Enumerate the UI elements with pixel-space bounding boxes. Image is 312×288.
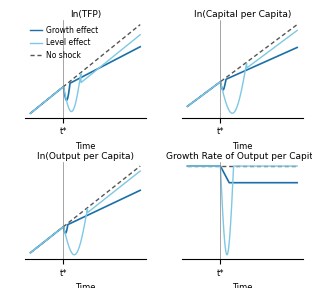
Legend: Growth effect, Level effect, No shock: Growth effect, Level effect, No shock — [29, 24, 99, 62]
X-axis label: Time: Time — [232, 283, 252, 288]
X-axis label: Time: Time — [75, 142, 95, 151]
X-axis label: Time: Time — [232, 142, 252, 151]
Title: ln(Capital per Capita): ln(Capital per Capita) — [193, 10, 291, 19]
Title: ln(TFP): ln(TFP) — [70, 10, 101, 19]
Title: Growth Rate of Output per Capita: Growth Rate of Output per Capita — [166, 152, 312, 161]
Title: ln(Output per Capita): ln(Output per Capita) — [37, 152, 134, 161]
X-axis label: Time: Time — [75, 283, 95, 288]
